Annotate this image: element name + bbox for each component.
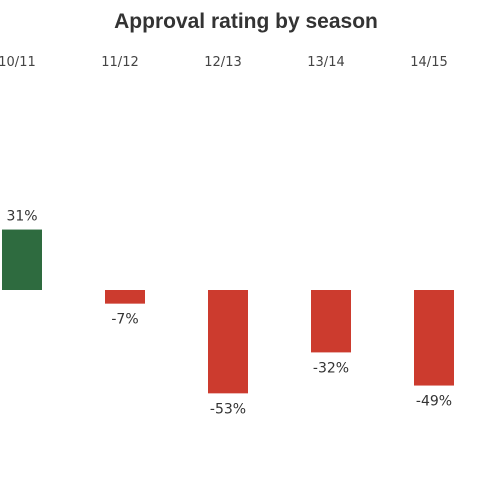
bar	[414, 290, 454, 386]
x-tick-label: 13/14	[307, 55, 344, 70]
x-tick-label: 10/11	[0, 55, 36, 70]
chart-title: Approval rating by season	[114, 10, 378, 33]
data-label: 31%	[6, 209, 37, 225]
data-label: -7%	[111, 312, 138, 328]
data-labels: 31% -7% -53% -32% -49%	[6, 209, 452, 418]
data-label: -53%	[210, 401, 246, 417]
bar	[208, 290, 248, 394]
bars	[2, 229, 454, 394]
x-axis-ticks: 10/11 11/12 12/13 13/14 14/15	[0, 55, 448, 70]
x-tick-label: 11/12	[101, 55, 138, 70]
bar	[105, 290, 145, 304]
x-tick-label: 12/13	[204, 55, 241, 70]
x-tick-label: 14/15	[410, 55, 447, 70]
bar	[311, 290, 351, 353]
data-label: -32%	[313, 360, 349, 376]
bar	[2, 229, 42, 290]
data-label: -49%	[416, 394, 452, 410]
